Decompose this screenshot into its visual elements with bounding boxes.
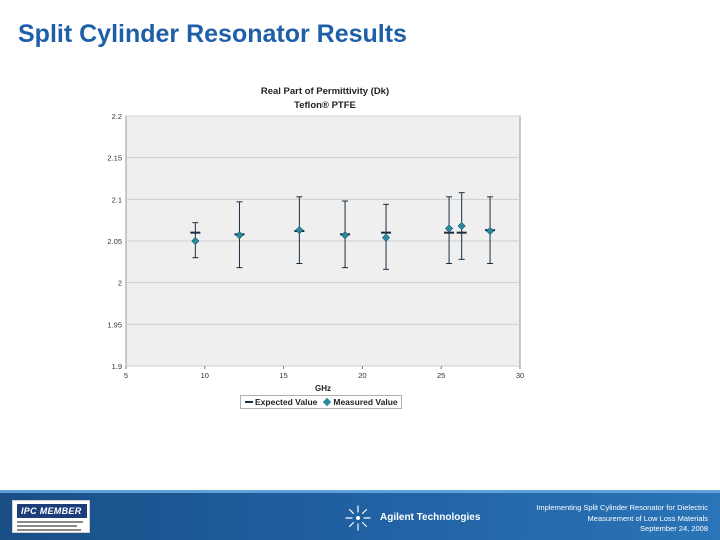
y-tick-label: 2.1	[112, 195, 122, 204]
agilent-spark-icon	[345, 505, 371, 531]
y-tick-label: 2	[118, 279, 122, 288]
ipc-logo-line	[17, 525, 77, 527]
x-tick-label: 20	[358, 371, 366, 380]
permittivity-chart: 1.9 1.95 2 2.05 2.1 2.15 2.2 5 10 15 20 25 30 GHz	[107, 112, 524, 393]
y-tick-label: 2.05	[107, 237, 122, 246]
measured-value-point	[191, 236, 200, 246]
measured-value-point	[445, 224, 454, 233]
legend-item-expected: Expected Value	[245, 397, 317, 407]
legend-expected-swatch	[245, 401, 253, 403]
agilent-company-name: Agilent Technologies	[380, 512, 481, 523]
footer-line: Measurement of Low Loss Materials	[587, 513, 708, 523]
ipc-logo-line	[17, 529, 81, 531]
ipc-badge: IPC MEMBER	[17, 504, 87, 518]
footer-stripe	[0, 490, 720, 493]
measured-value-point	[341, 231, 350, 240]
chart-subtitle: Teflon® PTFE	[294, 100, 356, 111]
measured-value-point	[235, 231, 244, 240]
x-tick-label: 30	[516, 371, 524, 380]
footer-line: Implementing Split Cylinder Resonator fo…	[536, 503, 708, 512]
y-tick-label: 1.95	[107, 320, 122, 329]
ipc-member-logo: IPC MEMBER	[12, 500, 90, 533]
y-tick-label: 2.15	[107, 154, 122, 163]
legend-expected-label: Expected Value	[255, 397, 318, 407]
x-tick-label: 10	[201, 371, 209, 380]
legend-item-measured: Measured Value	[323, 397, 398, 407]
measured-value-point	[295, 226, 304, 235]
x-tick-label: 5	[124, 371, 128, 380]
x-tick-label: 25	[437, 371, 445, 380]
y-tick-label: 1.9	[112, 362, 122, 371]
x-axis-label: GHz	[315, 384, 331, 393]
x-tick-label: 15	[279, 371, 287, 380]
measured-value-point	[486, 226, 495, 236]
measured-value-point	[382, 233, 391, 242]
legend-measured-label: Measured Value	[333, 397, 398, 407]
ipc-logo-line	[17, 521, 83, 523]
measured-value-point	[457, 221, 466, 231]
footer-line: September 24, 2008	[640, 524, 708, 533]
legend-measured-swatch	[323, 397, 332, 407]
y-tick-label: 2.2	[112, 112, 122, 121]
slide-title: Split Cylinder Resonator Results	[18, 20, 407, 48]
footer-caption: Implementing Split Cylinder Resonator fo…	[488, 503, 708, 535]
footer-bar: IPC MEMBER	[0, 490, 720, 540]
chart-legend: Expected Value Measured Value	[240, 395, 402, 409]
chart-title: Real Part of Permittivity (Dk)	[260, 86, 390, 97]
